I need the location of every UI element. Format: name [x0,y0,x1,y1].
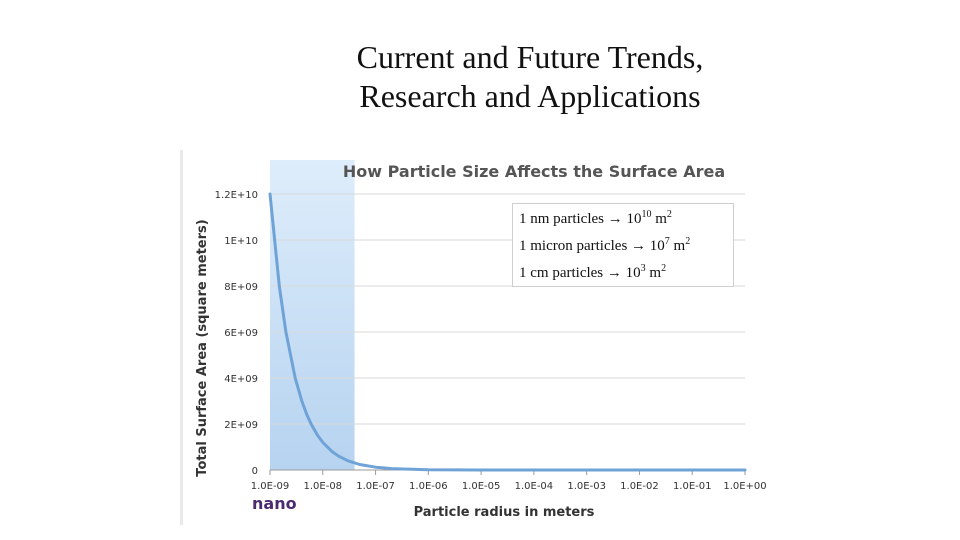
slide-title-line-1: Current and Future Trends, [356,39,704,75]
nano-band-label: nano [252,494,297,513]
x-axis-label: Particle radius in meters [414,505,595,520]
y-tick-label: 8E+09 [224,282,258,293]
annotation-text: 1 nm particles [519,211,608,227]
y-tick-label: 1.2E+10 [215,190,258,201]
y-tick-label: 4E+09 [224,374,258,385]
annotation-unit-exponent: 2 [666,209,672,220]
y-axis-label: Total Surface Area (square meters) [195,219,210,476]
right-arrow-icon: → [606,265,622,281]
x-tick-label: 1.0E-05 [462,481,501,492]
annotation-unit-exponent: 2 [685,236,691,247]
right-arrow-icon: → [631,238,647,254]
slide-title-line-2: Research and Applications [359,78,701,114]
annotation-exponent: 7 [664,236,670,247]
y-tick-label: 6E+09 [224,328,258,339]
annotation-base: 10 [646,238,665,254]
y-tick-label: 0 [252,466,258,477]
annotation-line: 1 nm particles → 1010 m2 [519,206,727,233]
annotation-exponent: 3 [640,263,646,274]
annotation-text: 1 micron particles [519,238,632,254]
x-tick-label: 1.0E-03 [567,481,606,492]
x-tick-label: 1.0E+00 [723,481,766,492]
annotation-base: 10 [621,265,641,281]
surface-area-series-line [268,192,747,472]
x-tick-label: 1.0E-02 [620,481,659,492]
x-tick-label: 1.0E-08 [303,481,342,492]
annotation-base: 10 [622,211,642,227]
annotation-box: 1 nm particles → 1010 m2 1 micron partic… [512,203,734,287]
x-tick-label: 1.0E-09 [251,481,290,492]
slide-title: Current and Future Trends, Research and … [280,38,780,116]
annotation-unit: m [651,211,667,227]
y-tick-label: 1E+10 [224,236,258,247]
annotation-unit-exponent: 2 [661,263,667,274]
annotation-line: 1 micron particles → 107 m2 [519,233,727,260]
x-tick-label: 1.0E-06 [409,481,448,492]
y-tick-label: 2E+09 [224,420,258,431]
annotation-unit: m [669,238,686,254]
annotation-unit: m [645,265,662,281]
x-tick-label: 1.0E-04 [515,481,554,492]
annotation-exponent: 10 [641,209,652,220]
annotation-line: 1 cm particles → 103 m2 [519,260,727,287]
chart-title: How Particle Size Affects the Surface Ar… [343,162,725,181]
right-arrow-icon: → [607,211,623,227]
annotation-text: 1 cm particles [519,265,607,281]
x-tick-label: 1.0E-07 [356,481,395,492]
x-tick-label: 1.0E-01 [673,481,712,492]
